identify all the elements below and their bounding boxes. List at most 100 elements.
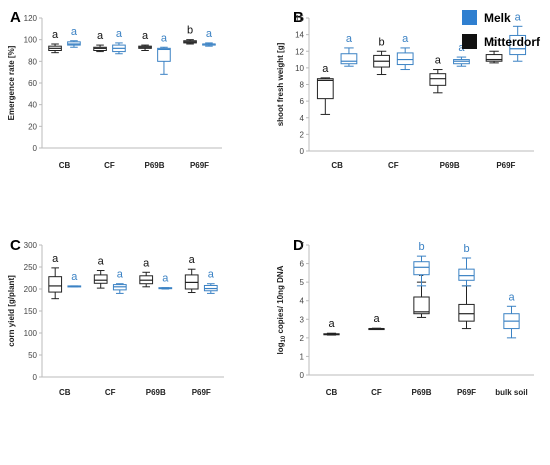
y-tick-label: 0	[33, 373, 38, 382]
box-mitterdorf-p69f: b	[485, 36, 503, 64]
y-tick-label: 7	[300, 241, 305, 250]
box-melk-p69f: a	[509, 11, 527, 62]
box-melk-cf: a	[112, 269, 127, 294]
y-tick-label: 300	[24, 241, 38, 250]
box-melk-cf: a	[396, 33, 414, 71]
box-mitterdorf-cb: a	[48, 29, 62, 54]
y-tick-label: 6	[300, 260, 305, 269]
x-tick-label: CF	[104, 161, 115, 170]
box-melk-p69b: a	[158, 273, 173, 290]
box-iqr	[485, 54, 503, 62]
box-mitterdorf-cb: a	[48, 253, 63, 300]
legend-swatch-mitterdorf	[462, 34, 477, 49]
significance-letter: a	[52, 253, 59, 265]
box-iqr	[458, 268, 475, 281]
y-tick-label: 250	[24, 263, 38, 272]
y-tick-label: 150	[24, 307, 38, 316]
significance-letter: a	[346, 33, 353, 45]
significance-letter: a	[322, 63, 329, 75]
y-tick-label: 14	[295, 31, 304, 40]
x-tick-label: CF	[105, 388, 116, 397]
significance-letter: a	[71, 26, 78, 38]
box-iqr	[93, 274, 108, 284]
significance-letter: a	[52, 29, 59, 41]
significance-letter: a	[143, 257, 150, 269]
panel-letter: D	[293, 237, 304, 254]
legend-swatch-melk	[462, 10, 477, 25]
y-tick-label: 120	[24, 14, 38, 23]
significance-letter: a	[189, 254, 196, 266]
box-mitterdorf-p69b: a	[138, 30, 152, 51]
x-tick-label: P69B	[146, 388, 166, 397]
x-tick-label: P69F	[190, 161, 209, 170]
x-tick-label: CB	[326, 388, 338, 397]
significance-letter: a	[402, 33, 409, 45]
panel-letter: C	[10, 237, 21, 254]
y-axis-label-rest: copies/ 10ng DNA	[276, 265, 285, 335]
legend-label-mitterdorf: Mitterdorf	[484, 35, 541, 49]
significance-letter: a	[458, 42, 465, 54]
x-tick-label: P69F	[192, 388, 211, 397]
significance-letter: a	[98, 256, 105, 268]
significance-letter: b	[418, 241, 424, 253]
box-iqr	[413, 261, 430, 276]
box-melk-p69b: b	[413, 241, 430, 287]
y-axis-label: log10 copies/ 10ng DNA	[276, 265, 287, 354]
box-mitterdorf-p69b: a	[429, 55, 447, 94]
box-mitterdorf-p69f: a	[184, 254, 199, 294]
x-tick-label: CB	[59, 161, 71, 170]
box-melk-cb: a	[340, 33, 358, 67]
x-tick-label: CF	[388, 161, 399, 170]
box-melk-p69b: a	[157, 32, 171, 75]
y-tick-label: 200	[24, 285, 38, 294]
significance-letter: a	[373, 313, 380, 325]
x-tick-label: P69F	[457, 388, 476, 397]
box-iqr	[458, 303, 475, 322]
box-mitterdorf-cb: a	[323, 318, 340, 336]
y-tick-label: 80	[28, 57, 37, 66]
x-tick-label: bulk soil	[495, 388, 527, 397]
box-iqr	[316, 78, 334, 100]
significance-letter: a	[142, 30, 149, 42]
box-melk-bulk-soil: a	[503, 291, 520, 339]
significance-letter: b	[379, 36, 385, 48]
legend-label-melk: Melk	[484, 11, 511, 25]
x-tick-label: CB	[331, 161, 343, 170]
box-melk-p69f: b	[458, 243, 475, 287]
significance-letter: a	[97, 30, 104, 42]
significance-letter: a	[208, 269, 215, 281]
y-tick-label: 16	[295, 14, 304, 23]
y-tick-label: 40	[28, 101, 37, 110]
y-axis-label-log: log	[276, 342, 285, 354]
y-tick-label: 20	[28, 122, 37, 131]
significance-letter: a	[435, 55, 442, 67]
box-iqr	[340, 53, 358, 65]
box-mitterdorf-p69b: a	[139, 257, 154, 288]
y-tick-label: 12	[295, 47, 304, 56]
y-tick-label: 100	[24, 36, 38, 45]
box-melk-cb: a	[67, 271, 82, 288]
box-iqr	[396, 52, 414, 66]
panel-letter: A	[10, 9, 21, 26]
y-axis-label-subscript: 10	[281, 335, 287, 342]
significance-letter: a	[515, 11, 522, 23]
panel-b: B 0 2 4 6 8 10 12 14 16 shoot fresh weight [g] CB a a…	[276, 9, 534, 170]
significance-letter: a	[162, 273, 169, 285]
y-tick-label: 0	[300, 147, 305, 156]
y-tick-label: 3	[300, 315, 305, 324]
box-iqr	[157, 47, 171, 62]
box-iqr	[429, 73, 447, 86]
box-iqr	[413, 296, 430, 315]
significance-letter: b	[463, 243, 469, 255]
y-axis-label: corn yield [g/plant]	[7, 275, 16, 347]
box-mitterdorf-cb: a	[316, 63, 334, 115]
box-mitterdorf-p69f: b	[183, 25, 197, 45]
panel-c: C 0 50 100 150 200 250 300 corn yield [g/plant] C…	[7, 237, 224, 397]
y-tick-label: 2	[300, 334, 305, 343]
y-tick-label: 8	[300, 81, 305, 90]
significance-letter: a	[508, 291, 515, 303]
y-tick-label: 0	[300, 371, 305, 380]
